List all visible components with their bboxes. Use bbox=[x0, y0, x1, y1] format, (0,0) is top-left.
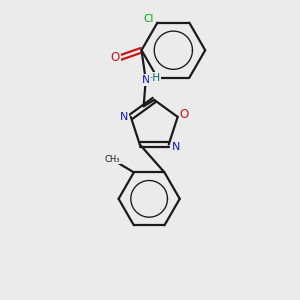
Text: CH₃: CH₃ bbox=[105, 155, 120, 164]
Text: O: O bbox=[180, 108, 189, 121]
Text: N: N bbox=[172, 142, 180, 152]
Text: ·H: ·H bbox=[149, 73, 161, 83]
Text: N: N bbox=[120, 112, 128, 122]
Text: O: O bbox=[111, 51, 120, 64]
Text: N: N bbox=[142, 75, 150, 85]
Text: Cl: Cl bbox=[143, 14, 153, 24]
